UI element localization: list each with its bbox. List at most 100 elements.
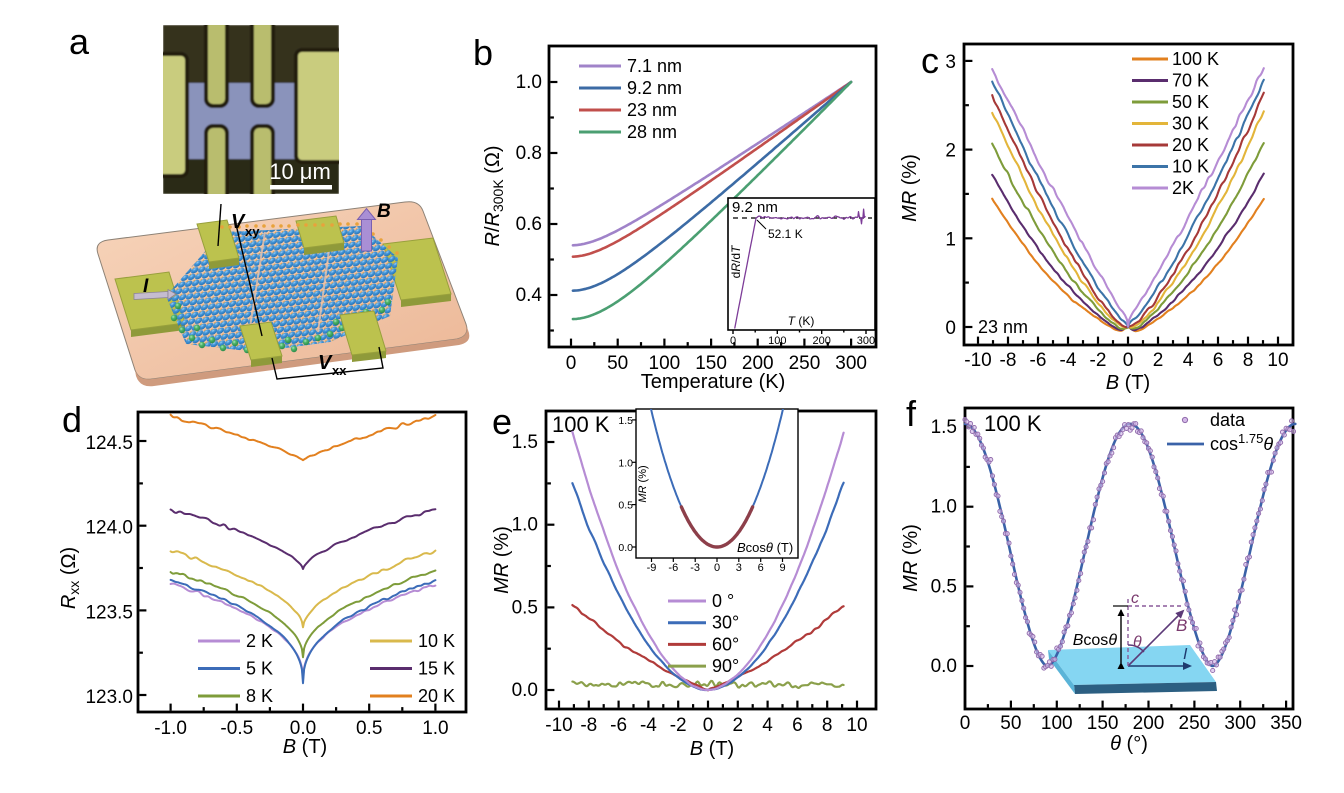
svg-text:B (T): B (T)	[1106, 372, 1150, 394]
svg-text:-6: -6	[668, 562, 678, 574]
svg-text:200: 200	[742, 353, 774, 374]
svg-text:0: 0	[714, 562, 720, 574]
svg-text:4: 4	[762, 715, 773, 736]
svg-text:60°: 60°	[712, 634, 739, 654]
svg-text:30 K: 30 K	[1172, 114, 1209, 134]
svg-text:100 K: 100 K	[984, 411, 1042, 436]
svg-text:0: 0	[1123, 350, 1134, 371]
svg-text:0: 0	[960, 713, 971, 734]
svg-text:1.0: 1.0	[516, 72, 542, 93]
svg-text:6: 6	[792, 715, 803, 736]
svg-text:4: 4	[1183, 350, 1194, 371]
svg-text:70 K: 70 K	[1172, 71, 1209, 91]
svg-text:-0.5: -0.5	[220, 718, 253, 739]
svg-text:-3: -3	[690, 562, 700, 574]
svg-text:250: 250	[1179, 713, 1211, 734]
svg-text:0.5: 0.5	[618, 500, 633, 512]
svg-text:V: V	[231, 211, 246, 233]
svg-text:100 K: 100 K	[552, 412, 610, 437]
svg-text:1.0: 1.0	[618, 457, 633, 469]
svg-text:10: 10	[1267, 350, 1288, 371]
svg-text:0.0: 0.0	[618, 542, 633, 554]
svg-text:2: 2	[945, 141, 956, 162]
svg-text:6: 6	[1213, 350, 1224, 371]
svg-text:0 °: 0 °	[712, 591, 734, 611]
svg-text:2K: 2K	[1172, 178, 1194, 198]
svg-text:xy: xy	[245, 224, 260, 239]
svg-text:20 K: 20 K	[1172, 135, 1209, 155]
svg-text:20 K: 20 K	[418, 686, 455, 706]
svg-text:2: 2	[733, 715, 744, 736]
svg-text:B (T): B (T)	[283, 736, 327, 758]
svg-text:1.0: 1.0	[422, 718, 448, 739]
svg-text:8: 8	[1243, 350, 1254, 371]
svg-text:0: 0	[730, 335, 736, 347]
svg-text:Bcosθ (T): Bcosθ (T)	[737, 540, 793, 555]
svg-text:150: 150	[1087, 713, 1119, 734]
svg-text:8: 8	[822, 715, 833, 736]
svg-text:1.0: 1.0	[512, 515, 538, 536]
svg-text:θ: θ	[1133, 634, 1142, 651]
svg-text:0.5: 0.5	[931, 576, 957, 597]
svg-text:-2: -2	[670, 715, 687, 736]
svg-text:I: I	[143, 276, 149, 297]
svg-text:c: c	[1131, 590, 1139, 607]
svg-text:-4: -4	[1060, 350, 1077, 371]
svg-text:Bcosθ: Bcosθ	[1073, 632, 1118, 649]
svg-text:R/R300K (Ω): R/R300K (Ω)	[482, 146, 506, 247]
svg-text:200: 200	[812, 335, 830, 347]
svg-text:MR (%): MR (%)	[899, 154, 921, 222]
svg-text:10 K: 10 K	[418, 631, 455, 651]
svg-text:-2: -2	[1090, 350, 1107, 371]
svg-text:3: 3	[945, 52, 956, 73]
svg-text:d: d	[62, 399, 82, 440]
svg-text:100: 100	[768, 335, 786, 347]
svg-text:-9: -9	[647, 562, 657, 574]
svg-text:b: b	[473, 32, 493, 73]
svg-text:123.0: 123.0	[85, 687, 133, 708]
svg-text:15 K: 15 K	[418, 659, 455, 679]
svg-text:B: B	[1176, 616, 1187, 635]
svg-text:0.4: 0.4	[516, 285, 543, 306]
svg-text:50 K: 50 K	[1172, 92, 1209, 112]
svg-text:1: 1	[945, 229, 956, 250]
svg-text:2 K: 2 K	[246, 631, 273, 651]
svg-text:θ (°): θ (°)	[1110, 733, 1148, 755]
svg-text:c: c	[921, 40, 939, 81]
svg-text:0.0: 0.0	[931, 656, 957, 677]
svg-text:0: 0	[703, 715, 714, 736]
svg-text:124.0: 124.0	[85, 518, 133, 539]
svg-text:30°: 30°	[712, 613, 739, 633]
svg-text:0: 0	[566, 353, 577, 374]
svg-text:100: 100	[649, 353, 681, 374]
svg-text:MR (%): MR (%)	[900, 524, 922, 592]
svg-text:-8: -8	[580, 715, 597, 736]
svg-text:6: 6	[758, 562, 764, 574]
svg-text:0: 0	[945, 318, 956, 339]
svg-text:7.1 nm: 7.1 nm	[627, 56, 682, 76]
svg-text:MR (%): MR (%)	[491, 526, 513, 594]
svg-text:f: f	[906, 393, 917, 434]
svg-text:90°: 90°	[712, 656, 739, 676]
svg-text:150: 150	[695, 353, 727, 374]
svg-text:1.5: 1.5	[618, 415, 633, 427]
svg-text:350: 350	[1270, 713, 1302, 734]
svg-text:0.0: 0.0	[512, 680, 538, 701]
svg-text:28 nm: 28 nm	[627, 122, 677, 142]
svg-text:T (K): T (K)	[788, 314, 815, 328]
svg-text:-10: -10	[545, 715, 572, 736]
svg-text:B (T): B (T)	[690, 738, 734, 760]
svg-text:10 K: 10 K	[1172, 157, 1209, 177]
svg-text:5 K: 5 K	[246, 659, 273, 679]
svg-text:123.5: 123.5	[85, 602, 133, 623]
svg-text:100 K: 100 K	[1172, 49, 1219, 69]
svg-text:1.5: 1.5	[931, 417, 957, 438]
svg-text:-8: -8	[1000, 350, 1017, 371]
svg-text:9: 9	[779, 562, 785, 574]
svg-text:50: 50	[1000, 713, 1021, 734]
svg-text:8 K: 8 K	[246, 686, 273, 706]
svg-text:2: 2	[1153, 350, 1164, 371]
svg-text:MR (%): MR (%)	[637, 465, 649, 502]
svg-text:a: a	[69, 21, 90, 62]
svg-text:100: 100	[1041, 713, 1073, 734]
